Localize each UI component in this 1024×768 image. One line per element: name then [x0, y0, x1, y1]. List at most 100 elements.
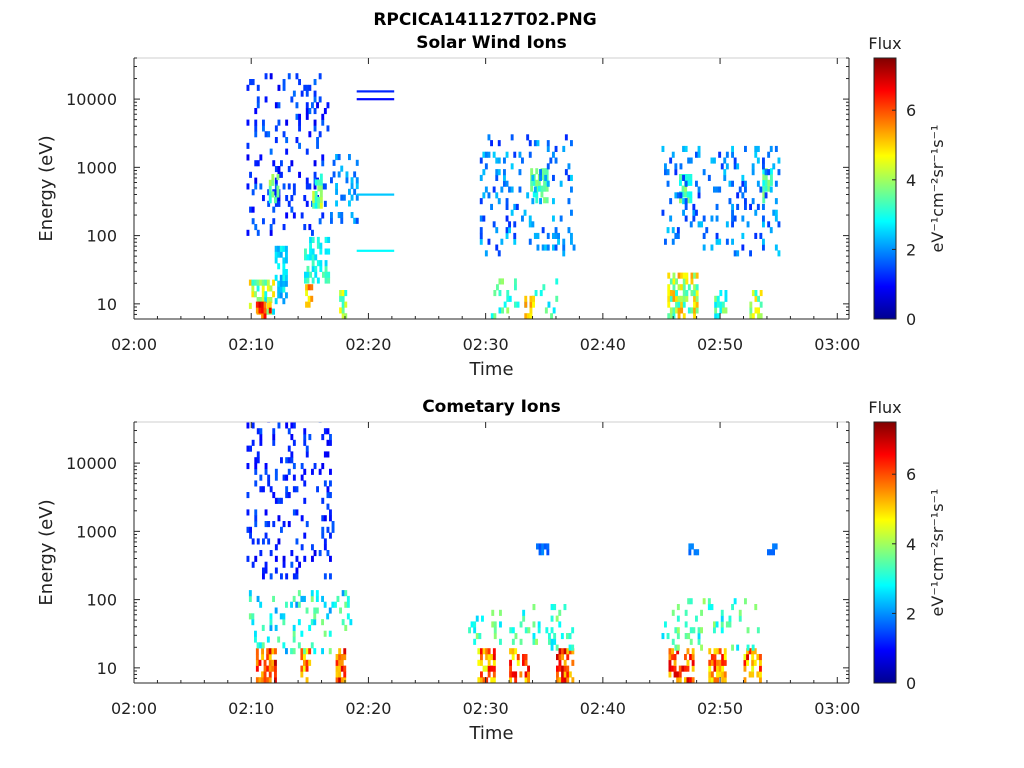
data-cell: [311, 277, 315, 284]
data-cell: [335, 659, 339, 666]
data-cell: [285, 257, 288, 264]
data-cell: [748, 648, 752, 655]
data-cell: [285, 137, 289, 144]
data-cell: [285, 601, 288, 608]
data-cell: [497, 198, 501, 205]
data-cell: [546, 232, 550, 239]
data-cell: [506, 295, 510, 302]
data-cell: [316, 236, 320, 243]
data-cell: [290, 434, 294, 441]
data-cell: [251, 206, 255, 213]
data-cell: [501, 307, 504, 314]
data-cell: [313, 463, 317, 470]
data-cell: [505, 151, 509, 158]
data-cell: [316, 277, 320, 284]
data-cell: [563, 677, 567, 684]
data-cell: [282, 298, 286, 305]
data-cell: [479, 198, 483, 205]
data-cell: [550, 615, 554, 622]
data-cell: [329, 515, 332, 522]
data-cell: [246, 445, 250, 452]
data-cell: [503, 157, 506, 164]
data-cell: [682, 209, 685, 216]
data-cell: [772, 209, 776, 216]
data-cell: [559, 180, 563, 187]
data-cell: [254, 515, 258, 522]
data-cell: [323, 601, 327, 608]
data-cell: [277, 102, 281, 109]
data-cell: [285, 292, 288, 299]
data-cell: [661, 633, 665, 640]
data-cell: [710, 654, 714, 661]
data-cell: [535, 638, 538, 645]
data-cell: [672, 290, 676, 297]
data-cell: [530, 179, 534, 186]
data-cell: [558, 665, 562, 672]
data-cell: [290, 206, 294, 213]
data-cell: [254, 177, 258, 184]
data-cell: [676, 644, 680, 651]
data-cell: [305, 301, 308, 308]
data-cell: [274, 624, 278, 631]
data-cell: [484, 186, 488, 193]
data-cell: [263, 677, 267, 684]
data-cell: [492, 151, 496, 158]
data-cell: [680, 307, 684, 314]
data-cell: [563, 648, 567, 655]
data-cell: [762, 197, 766, 204]
data-cell: [337, 171, 341, 178]
data-cell: [313, 171, 317, 178]
data-cell: [676, 648, 680, 655]
data-cell: [713, 677, 717, 684]
data-cell: [259, 486, 263, 493]
data-cell: [524, 313, 528, 320]
data-cell: [741, 180, 745, 187]
data-cell: [319, 242, 323, 249]
data-cell: [303, 595, 306, 602]
data-cell: [753, 659, 757, 666]
data-cell: [677, 295, 681, 302]
data-cell: [697, 192, 701, 199]
data-cell: [509, 671, 512, 678]
data-cell: [532, 621, 536, 628]
data-cell: [667, 284, 671, 291]
data-cell: [276, 191, 280, 198]
data-cell: [285, 119, 289, 126]
data-cell: [264, 279, 268, 286]
data-cell: [529, 301, 533, 308]
data-cell: [506, 307, 510, 314]
data-cell: [548, 633, 551, 640]
data-cell: [681, 191, 685, 198]
data-cell: [484, 163, 488, 170]
data-cell: [277, 84, 281, 91]
data-cell: [285, 474, 289, 481]
data-cell: [543, 179, 546, 186]
data-cell: [690, 272, 694, 279]
data-cell: [751, 654, 755, 661]
data-cell: [274, 137, 278, 144]
data-cell: [713, 186, 716, 193]
data-cell: [719, 307, 723, 314]
data-cell: [269, 619, 273, 626]
data-cell: [319, 265, 323, 272]
data-cell: [571, 644, 575, 651]
data-cell: [305, 677, 309, 684]
data-cell: [256, 642, 260, 649]
data-cell: [549, 157, 553, 164]
data-cell: [511, 638, 515, 645]
panel-title: Cometary Ions: [422, 397, 561, 417]
data-cell: [695, 301, 699, 308]
data-cell: [326, 439, 330, 446]
data-cell: [261, 291, 265, 298]
data-cell: [276, 174, 280, 181]
data-cell: [562, 145, 566, 152]
data-cell: [348, 200, 351, 207]
data-cell: [511, 654, 515, 661]
data-cell: [274, 648, 277, 655]
data-cell: [303, 468, 307, 475]
data-cell: [317, 185, 321, 192]
data-cell: [326, 492, 330, 499]
data-cell: [255, 301, 259, 308]
data-cell: [713, 665, 717, 672]
data-cell: [290, 561, 294, 568]
